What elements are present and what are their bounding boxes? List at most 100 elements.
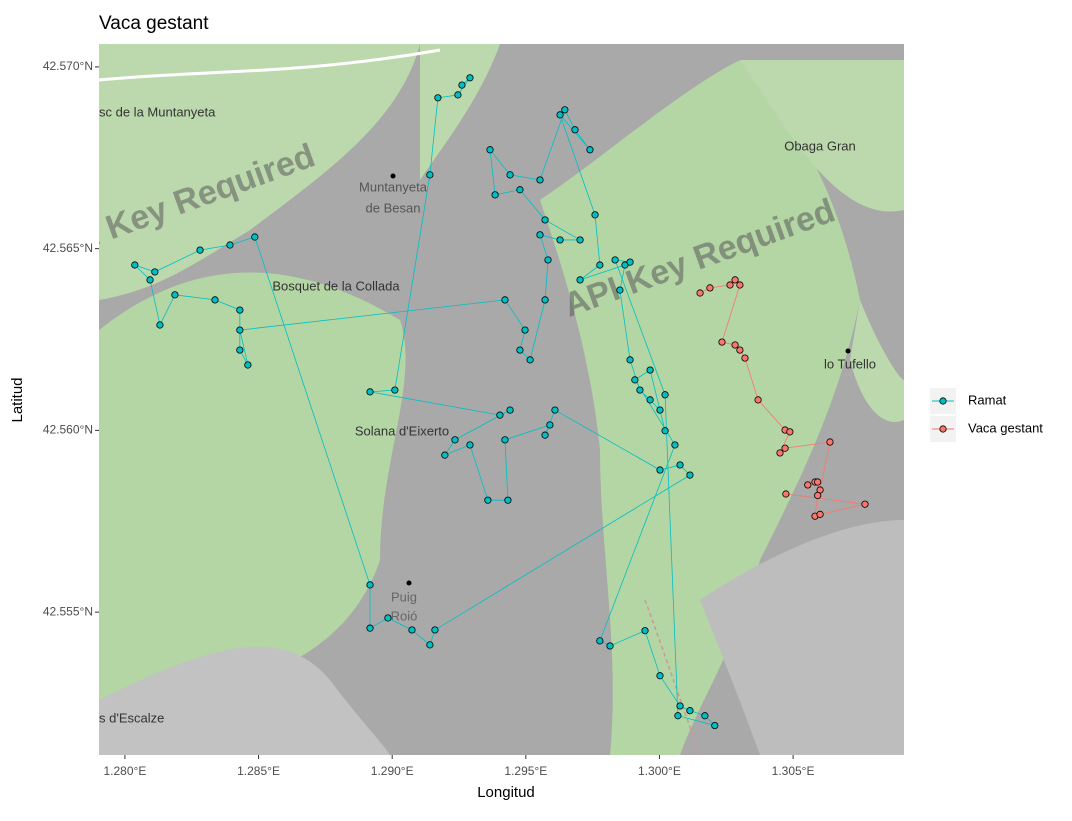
y-tick-label: 42.565°N <box>43 241 93 255</box>
point <box>546 421 554 429</box>
map-background <box>99 44 904 755</box>
point <box>516 186 524 194</box>
point <box>244 361 252 369</box>
point <box>736 346 744 354</box>
point <box>506 171 514 179</box>
point <box>131 261 139 269</box>
point <box>236 306 244 314</box>
point <box>686 707 694 715</box>
point <box>434 94 442 102</box>
point <box>496 411 504 419</box>
point <box>731 276 739 284</box>
point <box>731 341 739 349</box>
point <box>171 291 179 299</box>
point <box>551 406 559 414</box>
point <box>626 258 634 266</box>
point <box>626 356 634 364</box>
point <box>711 721 719 730</box>
point <box>466 74 474 82</box>
point <box>556 111 564 119</box>
point <box>631 376 639 384</box>
map-label: s d'Escalze <box>99 710 164 725</box>
point <box>782 490 790 498</box>
point <box>674 712 682 720</box>
point <box>586 146 594 154</box>
point <box>816 510 824 518</box>
x-axis-label: Longitud <box>477 784 535 801</box>
point <box>636 386 644 394</box>
point <box>776 449 784 457</box>
point <box>458 81 466 89</box>
point <box>516 346 524 354</box>
point <box>501 296 509 304</box>
legend-label: Vaca gestant <box>968 420 1043 435</box>
point <box>504 496 512 504</box>
map-label: lo Tufello <box>824 356 876 371</box>
point <box>861 500 869 508</box>
point <box>501 436 509 444</box>
point <box>251 233 259 241</box>
chart-title: Vaca gestant <box>99 13 209 34</box>
map-label: Bosquet de la Collada <box>272 278 400 293</box>
point <box>536 231 544 239</box>
point <box>754 396 762 404</box>
point <box>656 406 664 414</box>
point <box>454 91 462 99</box>
map-label: sc de la Muntanyeta <box>99 104 216 119</box>
point <box>781 444 789 452</box>
point <box>491 191 499 199</box>
point <box>676 702 684 710</box>
point <box>426 641 434 649</box>
point <box>526 356 534 364</box>
point <box>151 268 159 276</box>
point <box>656 672 664 680</box>
point <box>146 276 154 284</box>
point <box>686 471 694 479</box>
point <box>676 461 684 469</box>
point <box>804 481 812 489</box>
point <box>521 326 529 334</box>
point <box>696 289 704 297</box>
x-tick-label: 1.300°E <box>638 764 681 778</box>
point <box>556 236 564 244</box>
point <box>736 281 744 289</box>
point <box>196 246 204 254</box>
point <box>646 366 654 374</box>
point <box>506 406 514 414</box>
point <box>541 296 549 304</box>
point <box>486 146 494 154</box>
point <box>484 496 492 504</box>
map-label: Puig <box>391 589 417 604</box>
point <box>576 236 584 244</box>
point <box>656 466 664 474</box>
point <box>596 261 604 269</box>
point <box>661 427 669 435</box>
point <box>701 712 709 720</box>
point <box>536 176 544 184</box>
point <box>814 491 822 500</box>
point <box>616 286 624 294</box>
point <box>384 614 392 622</box>
legend-label: Ramat <box>968 392 1007 407</box>
y-axis-label: Latitud <box>9 377 26 422</box>
x-tick-label: 1.280°E <box>104 764 147 778</box>
point <box>571 126 579 134</box>
point <box>814 478 822 486</box>
point <box>366 581 374 589</box>
point <box>441 451 449 459</box>
map-label: de Besan <box>366 200 421 215</box>
point <box>466 441 474 449</box>
point <box>236 326 244 334</box>
point <box>641 627 649 635</box>
point <box>541 216 549 224</box>
point <box>561 106 569 114</box>
y-tick-label: 42.555°N <box>43 604 93 618</box>
point <box>671 441 679 449</box>
y-tick-label: 42.560°N <box>43 423 93 437</box>
point <box>544 256 552 264</box>
x-tick-label: 1.305°E <box>772 764 815 778</box>
map-label: Roió <box>391 608 418 623</box>
point <box>451 436 459 444</box>
point <box>606 642 614 650</box>
